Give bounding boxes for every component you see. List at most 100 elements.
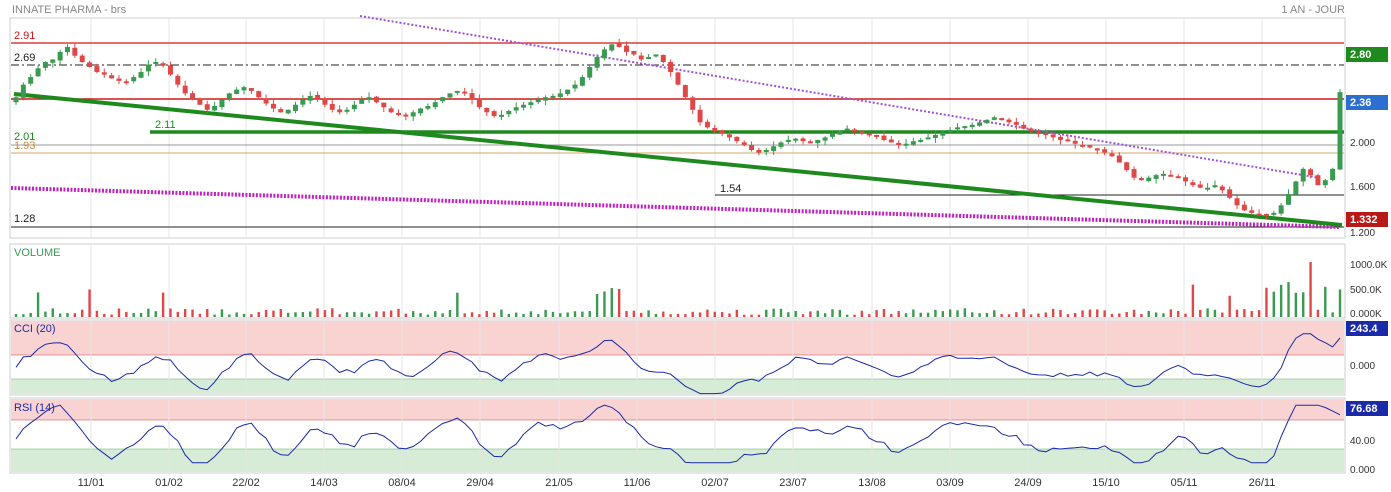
candle-body (1219, 186, 1225, 191)
candle-body (550, 95, 556, 98)
volume-bar (257, 312, 260, 317)
candle-body (771, 146, 777, 152)
candle-body (741, 142, 747, 145)
candle-body (697, 109, 703, 123)
volume-bar (235, 312, 238, 317)
volume-bar (882, 308, 886, 317)
candle-body (359, 99, 365, 104)
volume-bar (816, 310, 819, 317)
candle-body (866, 133, 872, 136)
trend-line-magenta (10, 186, 1341, 229)
volume-bar (1228, 295, 1231, 317)
volume-bar (316, 308, 319, 317)
volume-tick-0k: 0.000K (1350, 309, 1382, 320)
price-tick-1-200: 1.200 (1350, 228, 1375, 239)
candle-body (337, 109, 343, 113)
x-tick-label: 15/10 (1092, 477, 1120, 489)
candle-body (778, 142, 784, 147)
candlestick-series (13, 38, 1343, 220)
x-tick-label: 21/05 (545, 477, 573, 489)
candle-body (896, 142, 902, 145)
candle-body (638, 55, 644, 60)
volume-bar (242, 313, 246, 317)
candle-body (962, 126, 968, 129)
candle-body (1094, 148, 1100, 151)
volume-bar (647, 310, 650, 317)
volume-bar (1221, 312, 1224, 317)
x-tick-label: 05/11 (1171, 477, 1198, 489)
price-badge-1-332-label: 1.332 (1350, 214, 1378, 226)
volume-bar (1272, 291, 1275, 317)
candle-body (226, 93, 232, 99)
volume-bar (206, 309, 209, 317)
cci-title: CCI (20) (14, 323, 56, 335)
candle-body (822, 137, 828, 141)
volume-bar (88, 289, 91, 317)
volume-bar (81, 309, 84, 317)
volume-bar (713, 311, 716, 317)
candle-body (1006, 119, 1012, 123)
volume-bar (838, 309, 842, 317)
volume-bar (441, 313, 444, 317)
volume-bar (29, 312, 32, 317)
candle-body (947, 129, 953, 132)
volume-bar (676, 313, 680, 317)
volume-bar (720, 312, 724, 317)
volume-bar (1140, 314, 1143, 317)
x-tick-label: 23/07 (779, 477, 807, 489)
candle-body (366, 97, 372, 100)
candle-body (190, 93, 196, 100)
price-badge-2-80-label: 2.80 (1350, 49, 1371, 61)
volume-bar (588, 311, 591, 317)
volume-bar (581, 311, 584, 317)
candle-body (984, 119, 990, 124)
candle-body (315, 94, 321, 100)
candle-body (1227, 189, 1233, 198)
volume-bar (514, 312, 518, 317)
price-badge-1-332 (1346, 212, 1388, 227)
candle-body (646, 56, 652, 59)
volume-bar (382, 311, 385, 317)
candle-body (123, 81, 129, 84)
volume-bar (1015, 312, 1018, 317)
volume-bar (1169, 309, 1173, 317)
candle-body (955, 127, 961, 130)
candle-body (418, 108, 424, 114)
volume-bar (706, 309, 709, 317)
volume-bar (948, 309, 952, 317)
volume-bar (492, 312, 496, 317)
volume-bar (1088, 309, 1092, 317)
x-tick-label: 24/09 (1014, 477, 1042, 489)
price-tick-2-000: 2.000 (1350, 138, 1375, 149)
candle-body (64, 46, 70, 53)
volume-bar (154, 311, 157, 317)
volume-bar (1081, 310, 1084, 317)
volume-bar (573, 311, 577, 317)
candle-body (910, 141, 916, 145)
rsi-value-badge (1346, 401, 1388, 416)
candle-body (94, 66, 100, 73)
candle-body (1138, 178, 1144, 181)
rsi-value-label: 76.68 (1350, 403, 1378, 415)
volume-bar (934, 309, 937, 317)
candle-body (874, 134, 880, 137)
volume-bar (250, 314, 253, 317)
candle-body (1256, 213, 1262, 216)
volume-bar (1000, 314, 1003, 317)
candle-body (234, 89, 240, 94)
volume-bar (309, 311, 312, 317)
volume-bar (103, 313, 106, 317)
volume-bar (485, 310, 488, 317)
volume-bar (809, 311, 812, 317)
volume-bar (507, 313, 511, 317)
volume-bar (1206, 308, 1209, 317)
volume-bar (228, 314, 231, 317)
volume-bar (1191, 284, 1195, 317)
candle-body (440, 97, 446, 102)
candle-body (991, 117, 997, 120)
candle-body (410, 112, 416, 117)
volume-bar (1059, 310, 1062, 317)
candle-body (1087, 145, 1093, 148)
candle-body (476, 98, 482, 108)
candle-body (572, 84, 578, 89)
